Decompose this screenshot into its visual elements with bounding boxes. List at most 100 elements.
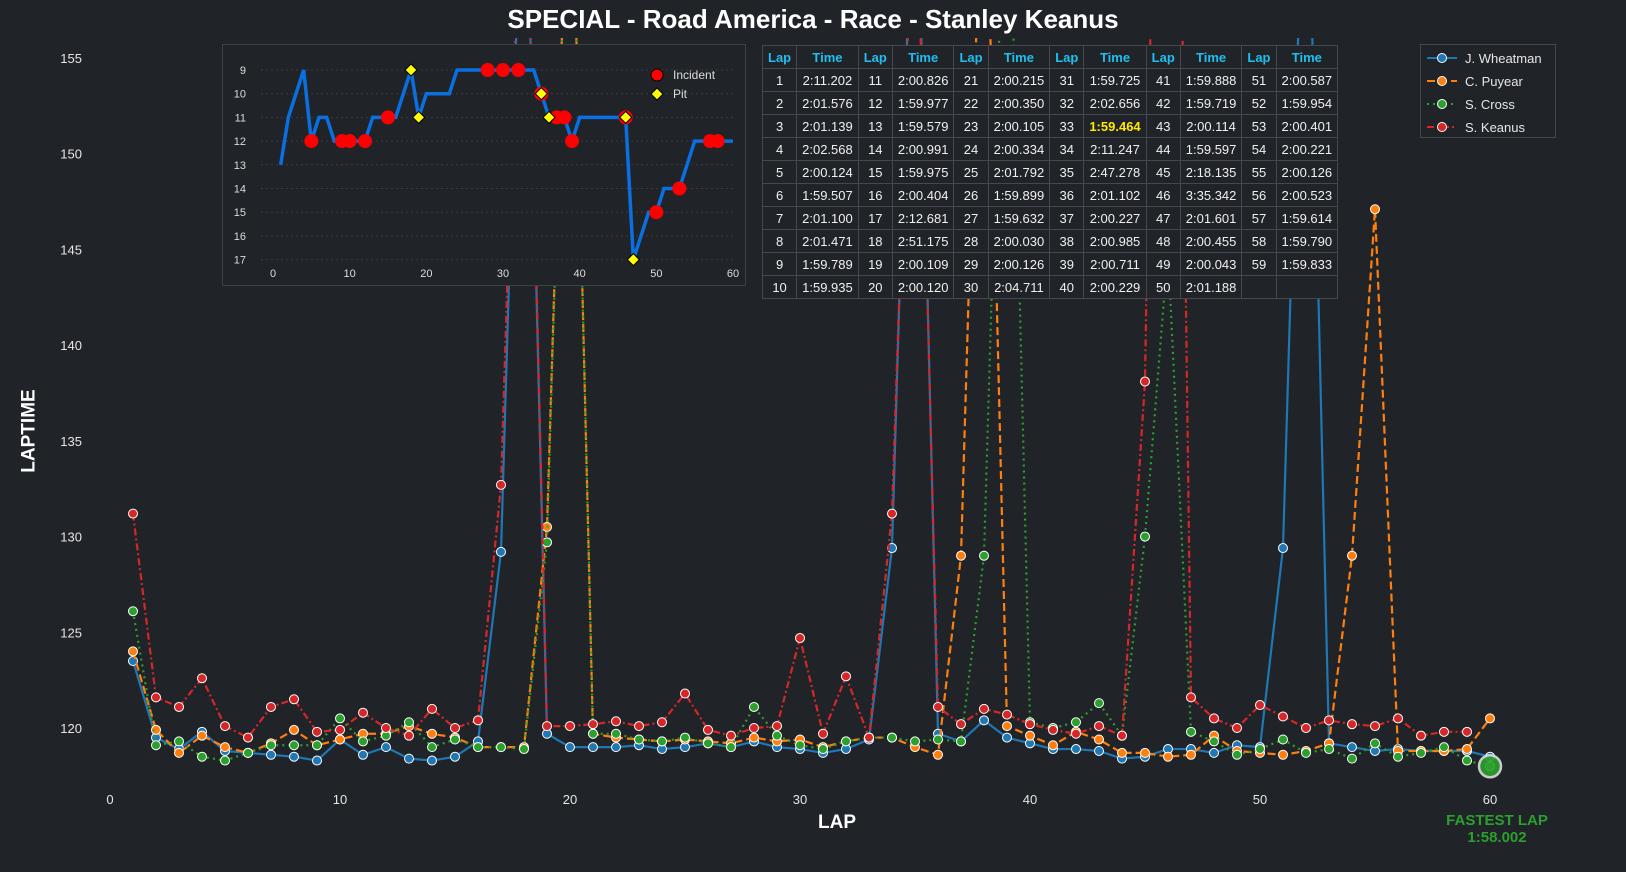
data-point-j-wheatman: [588, 742, 598, 753]
data-point-s-keanus: [427, 703, 437, 714]
header-lap: Lap: [857, 45, 893, 69]
data-point-s-keanus: [473, 715, 483, 726]
data-point-c-puyear: [1347, 550, 1357, 561]
table-header-row: Lap Time Lap Time Lap Time Lap Time Lap Time Lap Ti…: [761, 45, 1339, 69]
data-point-s-keanus: [1347, 719, 1357, 730]
position-inset-chart: 9 10 11 12 13 14 15 16 17 0 10 20 30 40 50 60 Incident Pi…: [222, 44, 746, 286]
lap-cell: 43: [1145, 114, 1181, 138]
fastest-lap-time: 1:58.002: [1467, 829, 1527, 846]
time-cell: 2:18.135: [1179, 160, 1243, 184]
lap-cell: 37: [1049, 206, 1085, 230]
lap-cell: 15: [857, 160, 893, 184]
time-cell: 1:59.899: [987, 183, 1051, 207]
lap-cell: 39: [1049, 252, 1085, 276]
header-time: Time: [796, 45, 859, 69]
pit-marker: [618, 110, 633, 125]
data-point-s-keanus: [1393, 713, 1403, 724]
data-point-s-cross: [818, 744, 828, 755]
data-point-j-wheatman: [1002, 732, 1012, 743]
data-point-s-keanus: [220, 721, 230, 732]
time-cell: 2:04.711: [987, 275, 1051, 299]
data-point-s-cross: [1186, 726, 1196, 737]
table-row: 4 2:02.568 14 2:00.991 24 2:00.334 34 2:11.247 4…: [761, 137, 1339, 161]
data-point-s-cross: [151, 740, 161, 751]
time-cell: 1:59.719: [1179, 91, 1243, 115]
data-point-s-keanus: [174, 701, 184, 712]
data-point-s-keanus: [979, 703, 989, 714]
pit-marker: [542, 110, 556, 125]
incident-marker: [710, 134, 725, 149]
pit-marker: [534, 86, 549, 101]
time-cell: 2:11.247: [1083, 137, 1147, 161]
data-point-s-cross: [519, 744, 529, 755]
lap-cell: 32: [1049, 91, 1085, 115]
data-point-s-keanus: [128, 508, 138, 519]
data-point-c-puyear: [1094, 734, 1104, 745]
data-point-c-puyear: [1370, 204, 1380, 215]
pit-marker: [626, 252, 641, 267]
table-row: 3 2:01.139 13 1:59.579 23 2:00.105 33 1:59.464 4…: [761, 114, 1339, 138]
inset-x-tick-label: 60: [727, 268, 739, 280]
data-point-j-wheatman: [979, 715, 989, 726]
data-point-s-keanus: [1140, 376, 1150, 387]
lap-cell: 44: [1145, 137, 1181, 161]
data-point-s-cross: [749, 701, 759, 712]
plot-area: [128, 38, 1495, 772]
legend-pit-label: Pit: [673, 87, 688, 101]
data-point-s-keanus: [404, 730, 414, 741]
table-row: 6 1:59.507 16 2:00.404 26 1:59.899 36 2:01.102 4…: [761, 183, 1339, 207]
data-point-s-cross: [1232, 749, 1242, 760]
table-row: 2 2:01.576 12 1:59.977 22 2:00.350 32 2:02.656 4…: [761, 91, 1339, 115]
time-cell: 2:12.681: [891, 206, 955, 230]
incident-marker: [496, 63, 511, 77]
incident-marker: [557, 110, 572, 125]
legend-incident-label: Incident: [673, 68, 716, 82]
data-point-s-keanus: [1186, 692, 1196, 703]
y-tick-label: 135: [60, 434, 82, 449]
time-cell: 2:00.120: [891, 275, 955, 299]
time-cell: 1:59.614: [1275, 206, 1339, 230]
data-point-s-keanus: [772, 721, 782, 732]
header-time: Time: [1275, 45, 1339, 69]
data-point-j-wheatman: [427, 755, 437, 766]
lap-cell: 17: [857, 206, 893, 230]
data-point-j-wheatman: [565, 742, 575, 753]
y-tick-label: 145: [60, 242, 82, 257]
data-point-s-cross: [1462, 755, 1472, 766]
data-point-s-keanus: [726, 730, 736, 741]
lap-cell: 23: [953, 114, 989, 138]
table-row: 8 2:01.471 18 2:51.175 28 2:00.030 38 2:00.985 4…: [761, 229, 1339, 253]
time-cell: 2:00.124: [796, 160, 859, 184]
data-point-s-cross: [910, 736, 920, 747]
data-point-s-keanus: [1370, 721, 1380, 732]
time-cell: 1:59.597: [1179, 137, 1243, 161]
header-time: Time: [987, 45, 1051, 69]
data-point-j-wheatman: [611, 742, 621, 753]
incident-marker: [672, 181, 687, 196]
table-row: 7 2:01.100 17 2:12.681 27 1:59.632 37 2:00.227 4…: [761, 206, 1339, 230]
incident-marker: [649, 205, 664, 220]
table-row: 5 2:00.124 15 1:59.975 25 2:01.792 35 2:47.278 4…: [761, 160, 1339, 184]
incident-marker: [480, 63, 495, 77]
lap-cell: 47: [1145, 206, 1181, 230]
y-tick-label: 125: [60, 625, 82, 640]
data-point-j-wheatman: [266, 749, 276, 760]
data-point-s-cross: [358, 736, 368, 747]
header-lap: Lap: [953, 45, 989, 69]
data-point-c-puyear: [289, 724, 299, 735]
empty-cell: [1275, 275, 1339, 299]
lap-cell: 30: [953, 275, 989, 299]
data-point-c-puyear: [151, 724, 161, 735]
time-cell: 1:59.789: [796, 252, 859, 276]
incident-marker: [511, 63, 526, 77]
lap-cell: 18: [857, 229, 893, 253]
legend-label: S. Cross: [1465, 96, 1515, 112]
lap-cell: 33: [1049, 114, 1085, 138]
header-lap: Lap: [761, 45, 798, 69]
lap-cell: 40: [1049, 275, 1085, 299]
lap-cell: 51: [1241, 68, 1277, 92]
lap-cell: 20: [857, 275, 893, 299]
lap-cell: 42: [1145, 91, 1181, 115]
legend-marker-icon: [1427, 76, 1457, 86]
